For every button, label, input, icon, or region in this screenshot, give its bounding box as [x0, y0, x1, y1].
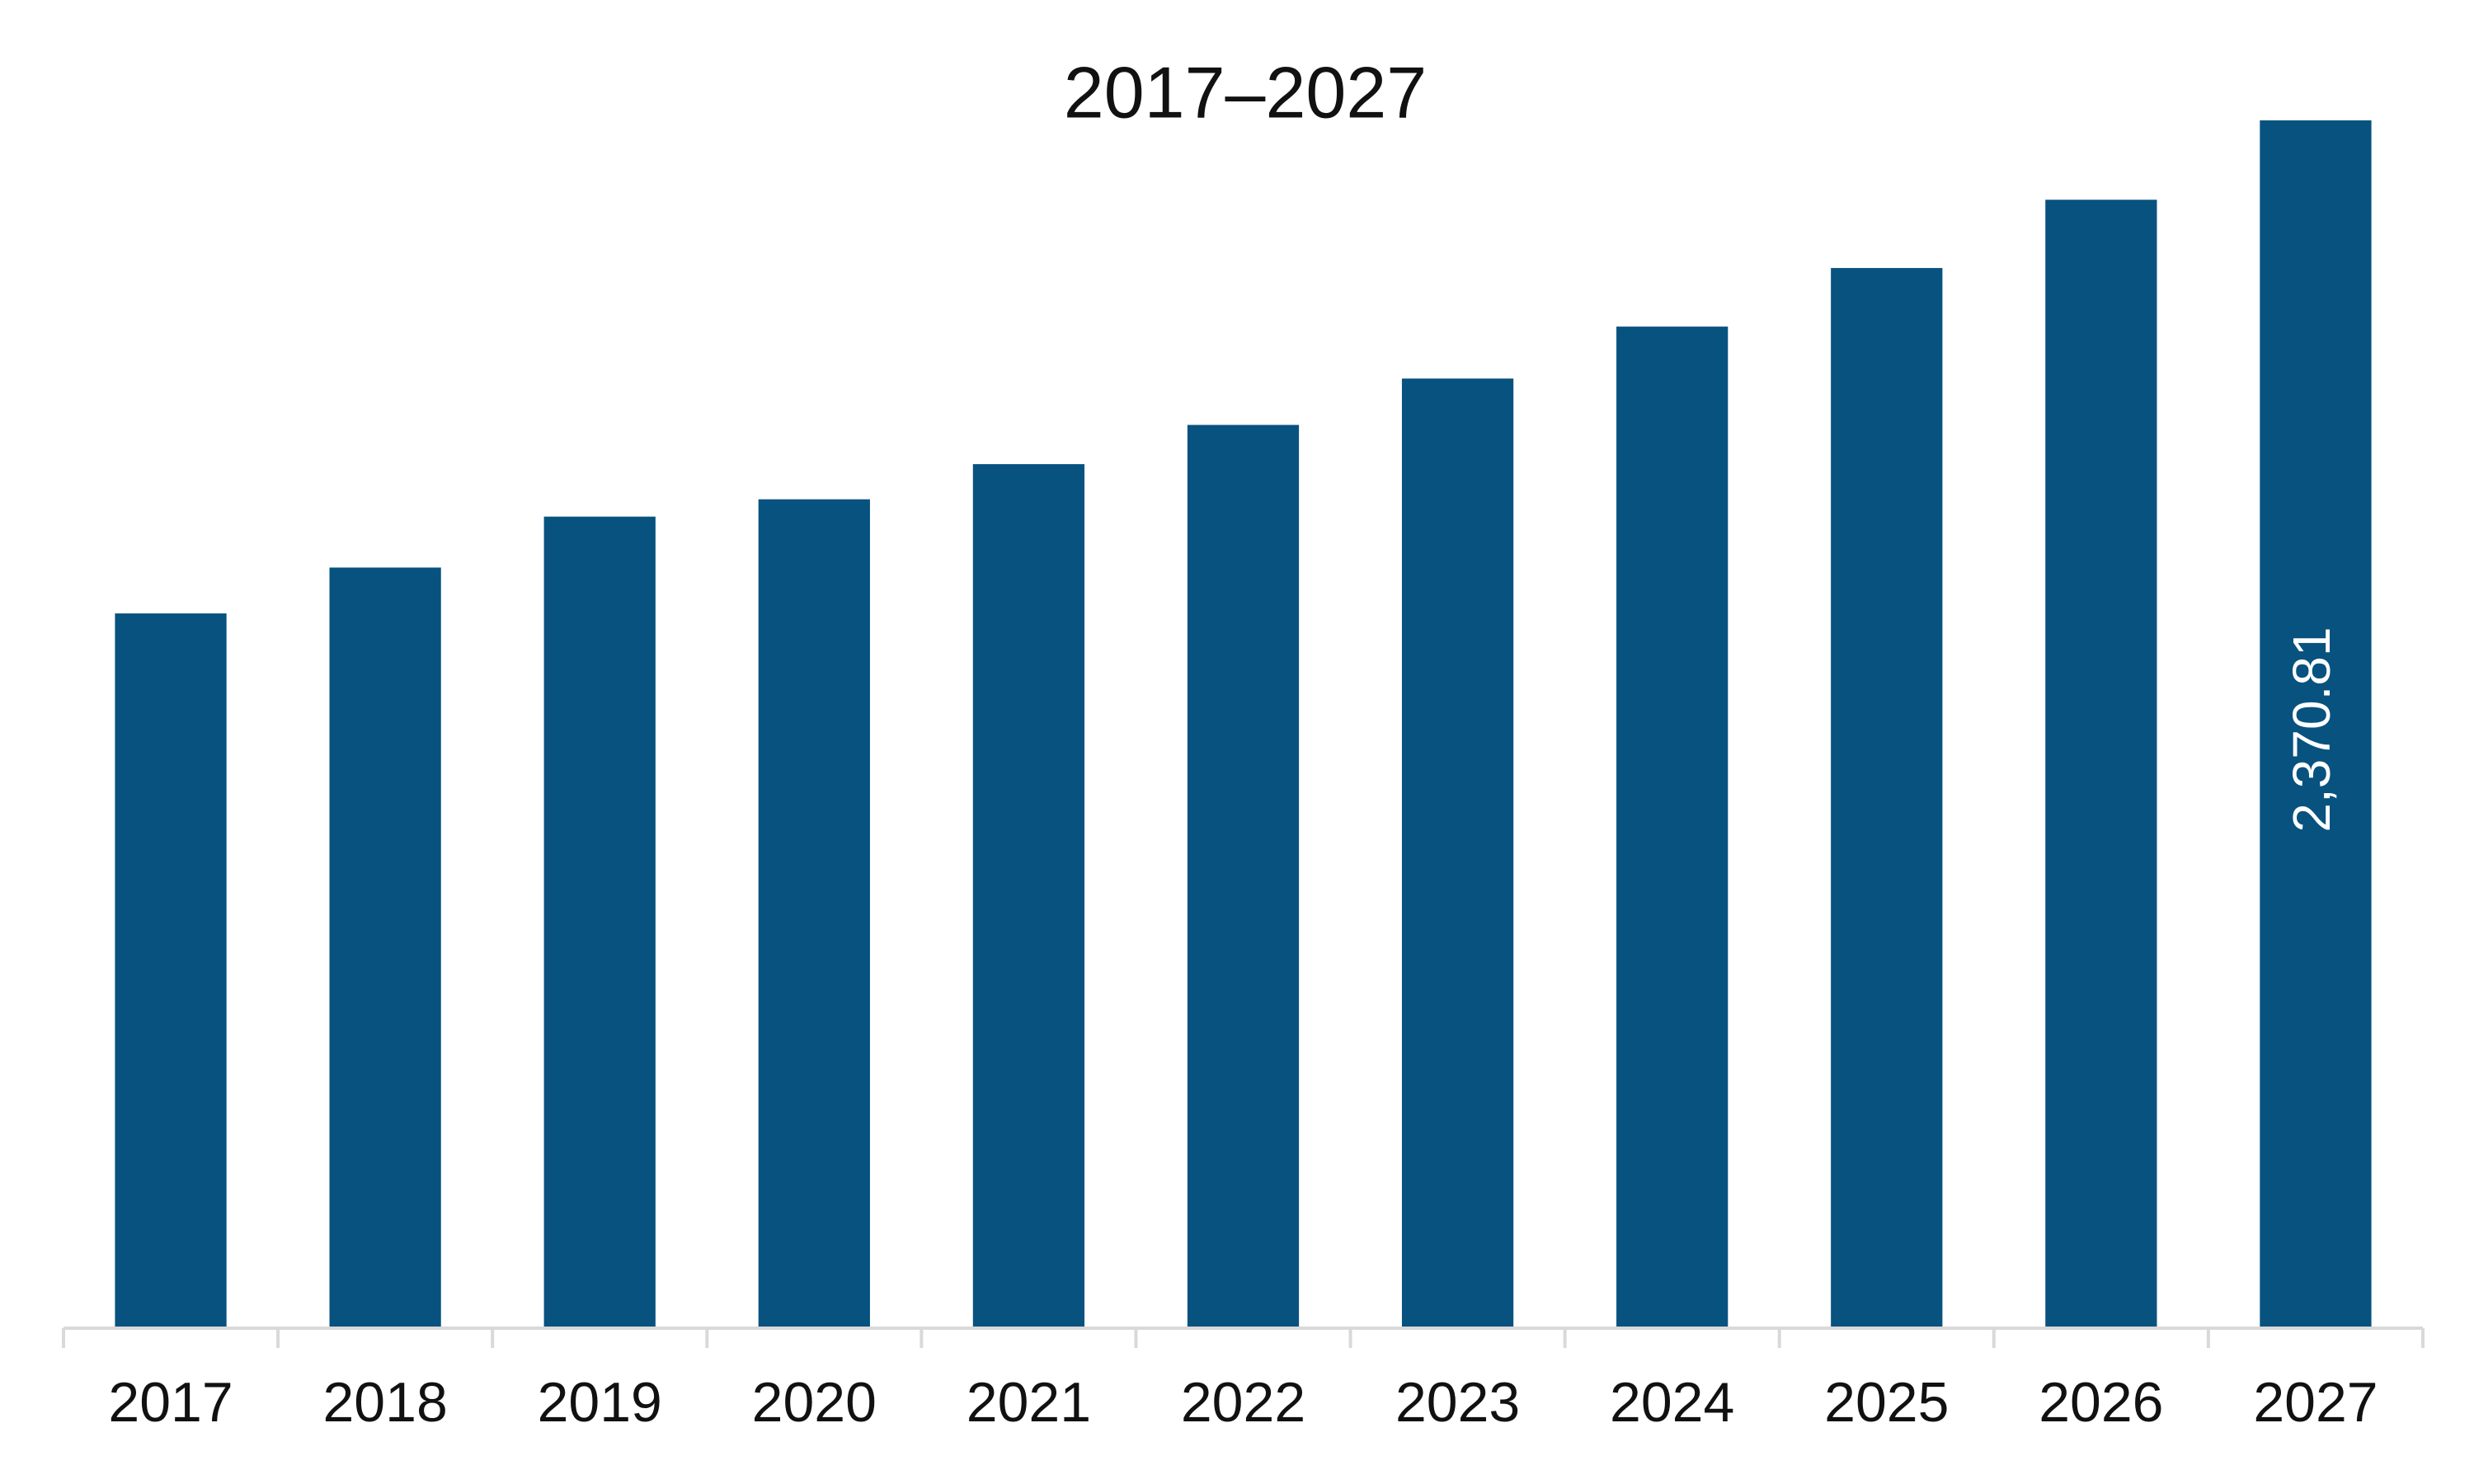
bar [329, 567, 441, 1328]
bar [2260, 120, 2372, 1328]
x-tick-label: 2023 [1395, 1371, 1520, 1434]
value-label: 2,370.81 [2282, 627, 2341, 832]
bar [1401, 378, 1514, 1328]
bar [115, 613, 227, 1328]
bar [758, 499, 870, 1328]
x-tick-label: 2019 [538, 1371, 662, 1434]
bar [1831, 268, 1943, 1328]
x-tick-label: 2027 [2253, 1371, 2378, 1434]
x-tick-label: 2024 [1610, 1371, 1734, 1434]
x-tick-label: 2018 [322, 1371, 447, 1434]
x-tick-label: 2025 [1824, 1371, 1949, 1434]
x-tick-label: 2022 [1181, 1371, 1305, 1434]
x-tick-label: 2021 [967, 1371, 1091, 1434]
bar [972, 463, 1085, 1329]
bar [2045, 200, 2157, 1328]
bar [543, 516, 656, 1328]
bar [1187, 425, 1300, 1329]
bar [1616, 326, 1729, 1329]
chart-title: 2017–2027 [1064, 51, 1427, 133]
x-tick-label: 2020 [752, 1371, 877, 1434]
x-tick-label: 2017 [108, 1371, 233, 1434]
x-tick-label: 2026 [2039, 1371, 2163, 1434]
